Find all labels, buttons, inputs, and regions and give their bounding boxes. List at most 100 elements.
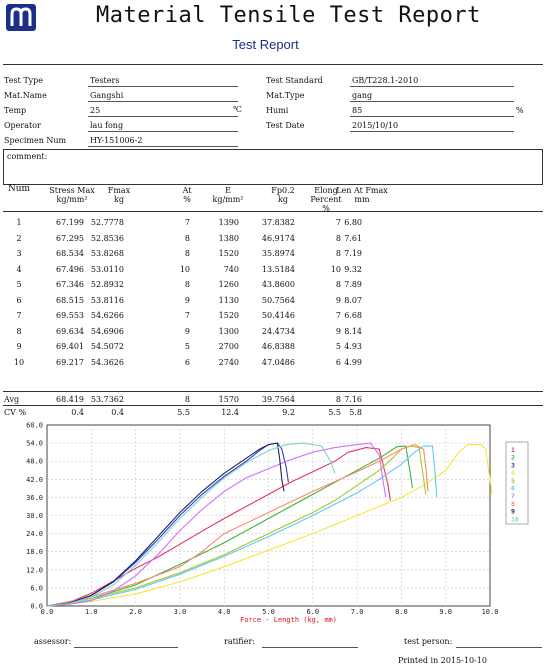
table-cell: 7 <box>335 311 341 320</box>
underline <box>88 101 238 102</box>
mat-name-label: Mat.Name <box>4 91 47 100</box>
underline <box>350 101 514 102</box>
table-cell: 9.2 <box>282 408 295 417</box>
table-cell: 7 <box>335 218 341 227</box>
legend-entry: 5 <box>511 477 515 485</box>
table-cell: 7.61 <box>344 233 362 243</box>
table-cell: 1260 <box>218 280 239 289</box>
table-divider <box>3 391 543 392</box>
table-cell: 9 <box>335 295 341 305</box>
x-tick-label: 5.0 <box>262 608 275 616</box>
table-cell: 1300 <box>218 326 239 336</box>
printed-date: Printed in 2015-10-10 <box>398 656 487 665</box>
table-cell: 46.8388 <box>261 342 295 351</box>
y-tick-label: 6.0 <box>30 584 43 592</box>
humi-unit: % <box>516 106 524 115</box>
table-cell: 8 <box>184 249 190 258</box>
test-type-value: Testers <box>90 76 120 85</box>
table-cell: 52.7778 <box>90 218 124 227</box>
table-cell: 69.401 <box>56 342 84 351</box>
underline <box>88 116 238 117</box>
table-cell: 43.8600 <box>261 280 295 289</box>
y-tick-label: 30.0 <box>26 512 43 520</box>
table-cell: 7.89 <box>344 280 362 289</box>
mat-type-value: gang <box>352 91 373 100</box>
table-cell: 53.0110 <box>90 264 124 274</box>
legend-box <box>505 441 529 525</box>
table-cell: 52.8536 <box>90 233 124 243</box>
series-line-8 <box>46 444 429 607</box>
x-tick-label: 3.0 <box>174 608 187 616</box>
table-cell: 8 <box>335 395 341 404</box>
legend-entry: 10 <box>511 515 519 523</box>
table-cell: 5 <box>184 342 190 351</box>
table-cell: 54.5072 <box>90 342 124 351</box>
header-text: kg <box>114 195 124 204</box>
temp-value: 25 <box>90 106 101 115</box>
table-cell: 46.9174 <box>261 233 295 243</box>
table-cell: 13.5184 <box>261 264 295 274</box>
table-cell: 10 <box>179 264 190 274</box>
y-tick-label: 54.0 <box>26 440 43 448</box>
table-cell: 69.553 <box>56 311 84 320</box>
table-cell: 5.8 <box>349 408 362 417</box>
table-cell: 53.8116 <box>90 295 124 305</box>
table-cell: 5 <box>335 342 341 351</box>
y-tick-label: 12.0 <box>26 566 43 574</box>
series-line-4 <box>46 444 493 607</box>
column-header-len-at-fmax: Len At Fmax mm <box>322 186 402 213</box>
mat-name-value: Gangshi <box>90 91 124 100</box>
table-cell: 2700 <box>218 342 239 351</box>
table-cell: 4.99 <box>344 357 362 367</box>
legend-entry: 8 <box>511 500 515 508</box>
test-date-label: Test Date <box>266 121 305 130</box>
table-cell: 8 <box>335 249 341 258</box>
cv-label: CV % <box>4 408 27 417</box>
header-text: E <box>225 186 231 195</box>
y-tick-label: 0.0 <box>30 603 43 611</box>
header-text: Num <box>7 184 31 194</box>
series-line-10 <box>46 442 336 607</box>
header-text: Len At Fmax <box>336 186 388 195</box>
test-person-line <box>456 647 542 648</box>
table-cell: 7 <box>184 311 190 320</box>
header-text: % <box>322 204 330 213</box>
table-cell: 8 <box>184 280 190 289</box>
table-cell: 53.7362 <box>90 395 124 404</box>
table-cell: 1 <box>16 218 22 227</box>
table-cell: 1130 <box>218 295 239 305</box>
y-tick-label: 18.0 <box>26 548 43 556</box>
table-cell: 7.16 <box>344 395 362 404</box>
legend-entry: 9 <box>511 508 515 516</box>
x-tick-label: 4.0 <box>218 608 231 616</box>
table-cell: 8.14 <box>344 326 362 336</box>
table-cell: 68.419 <box>56 395 84 404</box>
test-standard-label: Test Standard <box>266 76 323 85</box>
table-cell: 52.8932 <box>90 280 124 289</box>
table-cell: 6.80 <box>344 218 362 227</box>
y-tick-label: 36.0 <box>26 494 43 502</box>
avg-label: Avg <box>4 395 20 404</box>
table-header-divider <box>3 211 543 212</box>
table-cell: 67.346 <box>56 280 84 289</box>
report-subtitle: Test Report <box>232 37 299 52</box>
x-tick-label: 9.0 <box>439 608 452 616</box>
table-cell: 8.07 <box>344 295 362 305</box>
table-cell: 740 <box>223 264 239 274</box>
header-text: kg/mm² <box>56 195 88 204</box>
table-cell: 8 <box>335 233 341 243</box>
comment-box: comment: <box>3 149 543 185</box>
table-cell: 9 <box>16 342 22 351</box>
y-tick-label: 60.0 <box>26 422 43 430</box>
specimen-label: Specimen Num <box>4 136 67 145</box>
table-cell: 4 <box>16 264 22 274</box>
table-cell: 67.199 <box>56 218 84 227</box>
legend-entry: 4 <box>511 469 515 477</box>
underline <box>88 86 238 87</box>
report-title: Material Tensile Test Report <box>96 3 481 28</box>
table-cell: 9 <box>184 295 190 305</box>
ratifier-line <box>262 647 358 648</box>
table-cell: 8 <box>335 280 341 289</box>
header-text: Percent <box>310 195 342 204</box>
column-header-num: Num <box>0 185 59 212</box>
